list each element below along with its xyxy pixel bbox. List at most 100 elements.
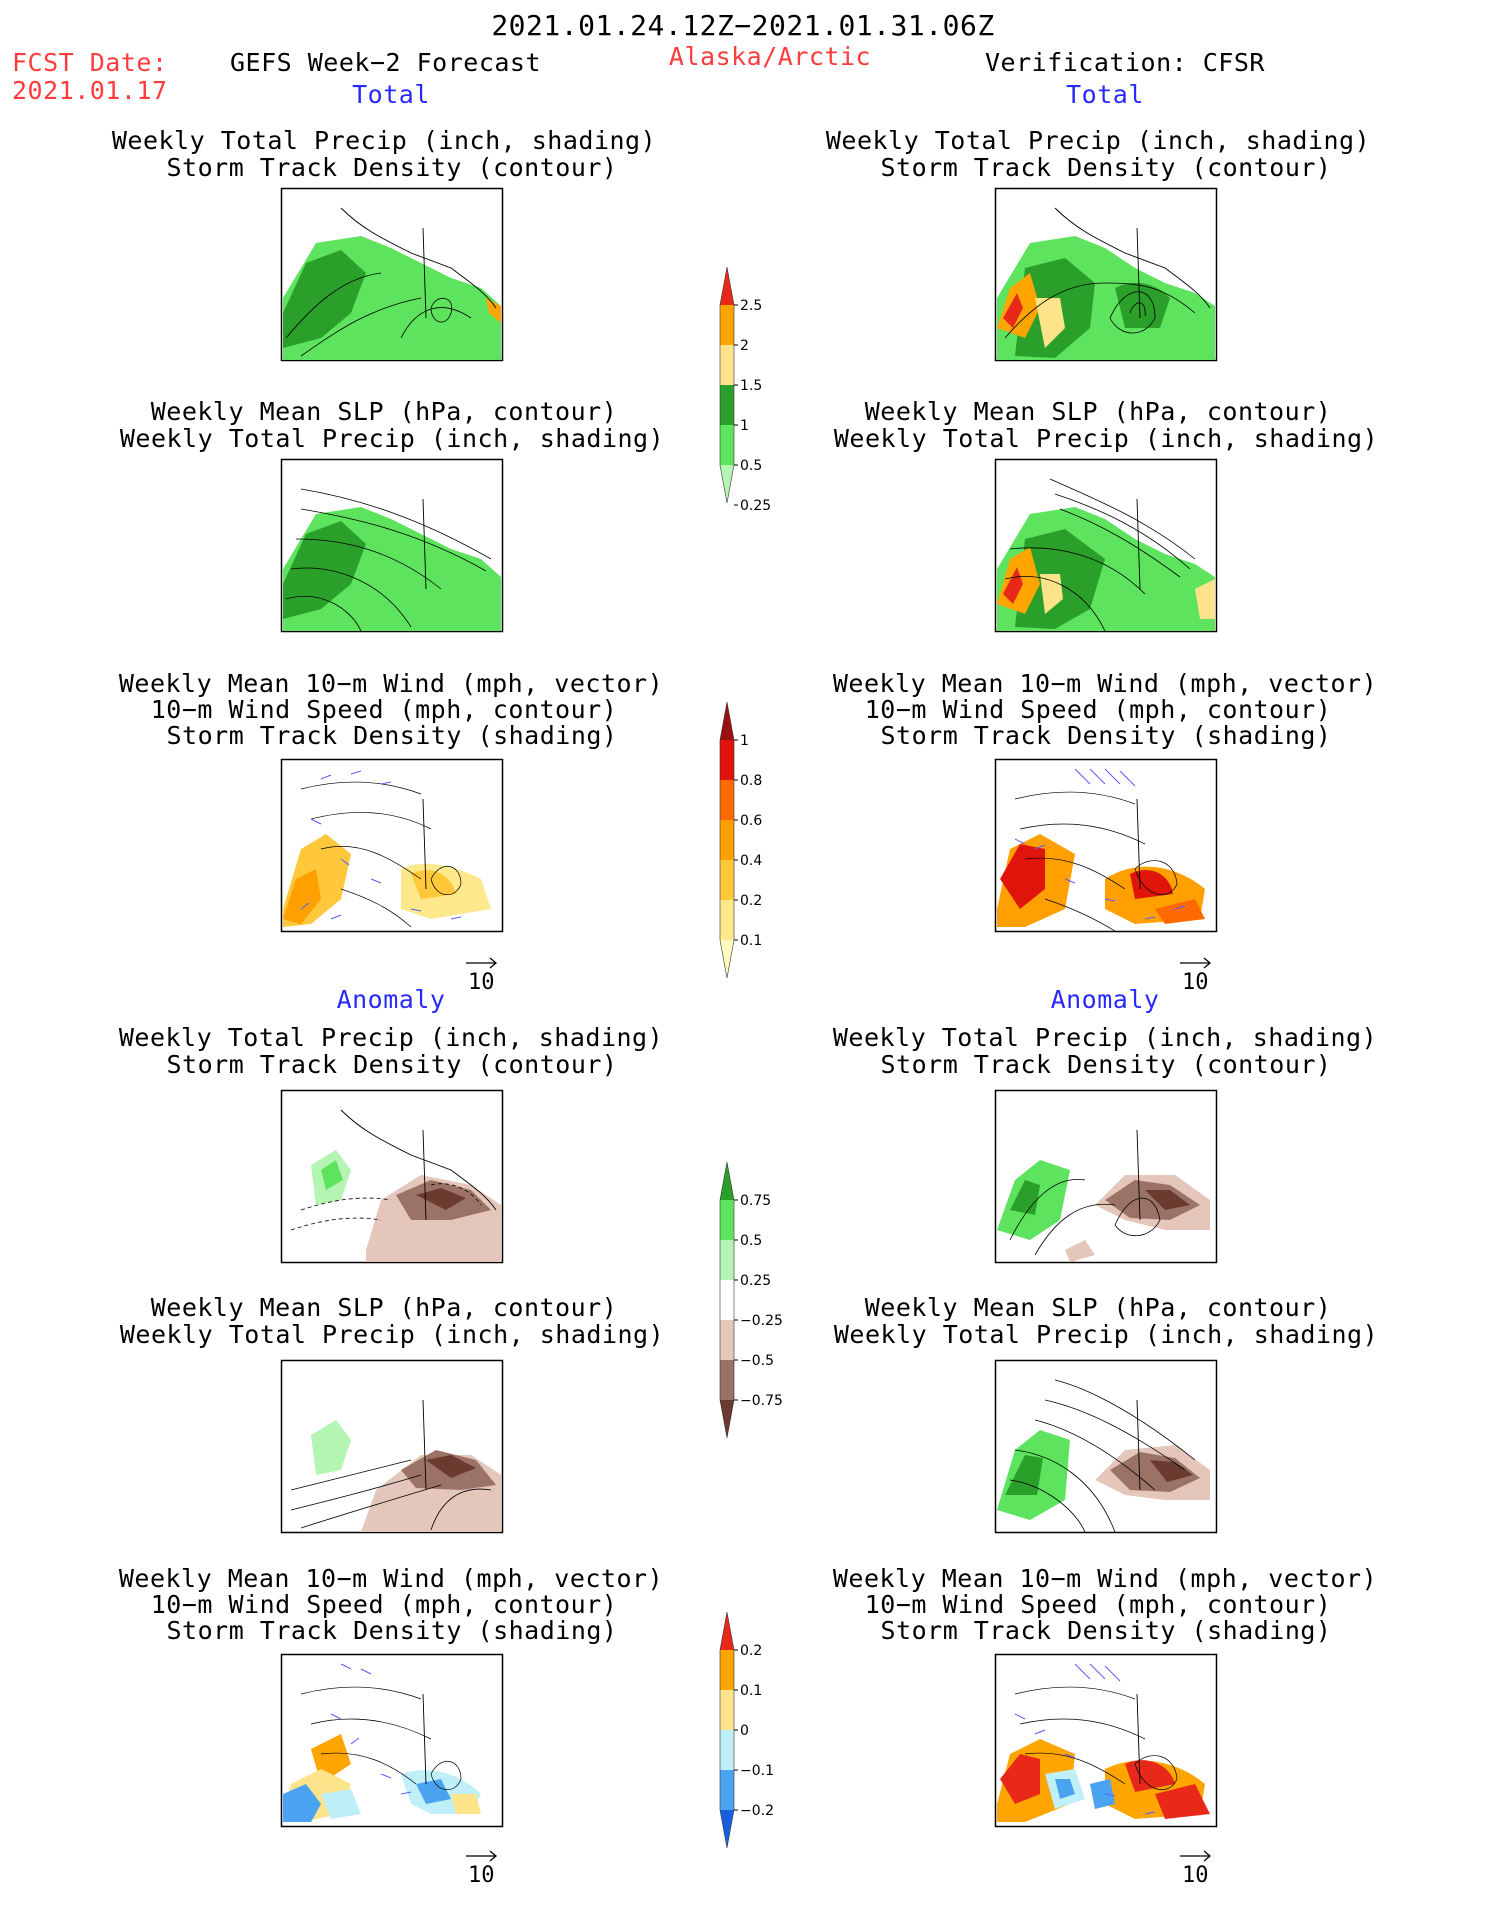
panel-title-line: Weekly Mean SLP (hPa, contour)	[864, 397, 1332, 426]
panel-title-line: Weekly Total Precip (inch, shading)	[111, 126, 657, 155]
colorbar-box	[720, 1200, 734, 1240]
section-anomaly-right: Anomaly	[1050, 985, 1160, 1014]
colorbar-box	[720, 900, 734, 940]
section-anomaly-left: Anomaly	[336, 985, 446, 1014]
colorbar-tick-label: 1	[740, 418, 749, 434]
colorbar-storm-track-anomaly: 0.2 0.1 0 −0.1 −0.2	[719, 1611, 774, 1849]
colorbar-tick-label: −0.1	[740, 1763, 774, 1779]
colorbar-tick-label: 2.5	[740, 298, 762, 314]
colorbar-tick-label: 0.2	[740, 893, 762, 909]
svg-text:10: 10	[1182, 970, 1209, 995]
colorbar-box	[720, 425, 734, 465]
panel-title-line: Weekly Mean SLP (hPa, contour)	[864, 1293, 1332, 1322]
colorbar-top-triangle	[720, 702, 734, 740]
colorbar-box	[720, 1730, 734, 1770]
map-panel-total-wind-forecast	[280, 758, 504, 933]
section-total-right: Total	[1066, 80, 1144, 109]
panel-title-line: Weekly Total Precip (inch, shading)	[118, 1023, 664, 1052]
panel-title-line: Weekly Mean 10−m Wind (mph, vector)	[832, 1564, 1378, 1593]
colorbar-tick-label: 0.2	[740, 1643, 762, 1659]
vector-reference-arrow: 10	[466, 957, 498, 995]
panel-title-line: Weekly Total Precip (inch, shading)	[825, 126, 1371, 155]
map-panel-anomaly-precip-verification	[994, 1089, 1218, 1264]
map-panel-total-slp-verification	[994, 458, 1218, 633]
colorbar-tick-label: 0.6	[740, 813, 762, 829]
region-title: Alaska/Arctic	[668, 42, 872, 71]
panel-title-line: Weekly Mean 10−m Wind (mph, vector)	[118, 669, 664, 698]
colorbar-bottom-triangle	[720, 940, 734, 978]
colorbar-tick-label: 1	[740, 733, 749, 749]
colorbar-box	[720, 385, 734, 425]
colorbar-tick-label: 0.25	[740, 498, 771, 514]
panel-title-line: Storm Track Density (shading)	[166, 721, 618, 750]
colorbar-top-triangle	[720, 1612, 734, 1650]
colorbar-box	[720, 1240, 734, 1280]
panel-title-line: Weekly Mean 10−m Wind (mph, vector)	[832, 669, 1378, 698]
colorbar-tick-label: 1.5	[740, 378, 762, 394]
colorbar-box	[720, 1690, 734, 1730]
colorbar-box	[720, 740, 734, 780]
panel-title-line: Weekly Total Precip (inch, shading)	[119, 1320, 665, 1349]
panel-title-line: 10−m Wind Speed (mph, contour)	[150, 695, 618, 724]
map-panel-total-wind-verification	[994, 758, 1218, 933]
colorbar-tick-label: 0	[740, 1723, 749, 1739]
forecast-model-title: GEFS Week−2 Forecast	[230, 48, 542, 77]
colorbar-box	[720, 1320, 734, 1360]
colorbar-tick-label: 0.4	[740, 853, 762, 869]
colorbar-top-triangle	[720, 267, 734, 305]
colorbar-tick-label: −0.25	[740, 1313, 783, 1329]
colorbar-tick-label: 0.25	[740, 1273, 771, 1289]
colorbar-tick-label: −0.2	[740, 1803, 774, 1819]
map-panel-total-precip-forecast	[280, 187, 504, 362]
panel-title-line: Weekly Mean SLP (hPa, contour)	[150, 1293, 618, 1322]
map-panel-anomaly-wind-verification	[994, 1653, 1218, 1828]
colorbar-top-triangle	[720, 1162, 734, 1200]
panel-title-line: 10−m Wind Speed (mph, contour)	[864, 1590, 1332, 1619]
colorbar-tick-label: 0.1	[740, 933, 762, 949]
panel-title-line: Weekly Mean 10−m Wind (mph, vector)	[118, 1564, 664, 1593]
section-total-left: Total	[352, 80, 430, 109]
fcst-date-value: 2021.01.17	[12, 76, 168, 105]
colorbar-precip-anomaly: 0.75 0.5 0.25 −0.25 −0.5 −0.75	[719, 1161, 783, 1439]
colorbar-tick-label: 0.1	[740, 1683, 762, 1699]
panel-title-line: Storm Track Density (contour)	[166, 153, 618, 182]
colorbar-total-precip: 2.5 2 1.5 1 0.5 0.25	[719, 266, 771, 514]
map-panel-anomaly-slp-forecast	[280, 1359, 504, 1534]
colorbar-tick-label: −0.5	[740, 1353, 774, 1369]
panel-title-line: Storm Track Density (shading)	[880, 721, 1332, 750]
colorbar-box	[720, 860, 734, 900]
panel-title-line: Weekly Total Precip (inch, shading)	[833, 1320, 1379, 1349]
colorbar-bottom-triangle	[720, 465, 734, 503]
map-panel-anomaly-slp-verification	[994, 1359, 1218, 1534]
panel-title-line: Storm Track Density (contour)	[880, 153, 1332, 182]
colorbar-bottom-triangle	[720, 1400, 734, 1438]
vector-reference-arrow: 10	[466, 1850, 498, 1888]
colorbar-box	[720, 1280, 734, 1320]
colorbar-tick-label: −0.75	[740, 1393, 783, 1409]
panel-title-line: Weekly Total Precip (inch, shading)	[833, 424, 1379, 453]
fcst-date-label: FCST Date:	[12, 48, 168, 77]
panel-title-line: Storm Track Density (shading)	[880, 1616, 1332, 1645]
map-panel-anomaly-wind-forecast	[280, 1653, 504, 1828]
colorbar-tick-label: 2	[740, 338, 749, 354]
colorbar-storm-track-density: 1 0.8 0.6 0.4 0.2 0.1	[719, 701, 762, 979]
colorbar-box	[720, 345, 734, 385]
panel-title-line: Weekly Mean SLP (hPa, contour)	[150, 397, 618, 426]
verification-title: Verification: CFSR	[985, 48, 1265, 77]
map-panel-total-slp-forecast	[280, 458, 504, 633]
svg-text:10: 10	[468, 970, 495, 995]
colorbar-tick-label: 0.5	[740, 1233, 762, 1249]
panel-title-line: Weekly Total Precip (inch, shading)	[832, 1023, 1378, 1052]
date-range-title: 2021.01.24.12Z−2021.01.31.06Z	[491, 9, 995, 42]
vector-reference-arrow: 10	[1180, 957, 1212, 995]
panel-title-line: Storm Track Density (shading)	[166, 1616, 618, 1645]
panel-title-line: Storm Track Density (contour)	[166, 1050, 618, 1079]
map-panel-anomaly-precip-forecast	[280, 1089, 504, 1264]
panel-title-line: 10−m Wind Speed (mph, contour)	[150, 1590, 618, 1619]
colorbar-tick-label: 0.75	[740, 1193, 771, 1209]
colorbar-box	[720, 305, 734, 345]
panel-title-line: Weekly Total Precip (inch, shading)	[119, 424, 665, 453]
panel-title-line: 10−m Wind Speed (mph, contour)	[864, 695, 1332, 724]
colorbar-tick-label: 0.8	[740, 773, 762, 789]
colorbar-box	[720, 820, 734, 860]
